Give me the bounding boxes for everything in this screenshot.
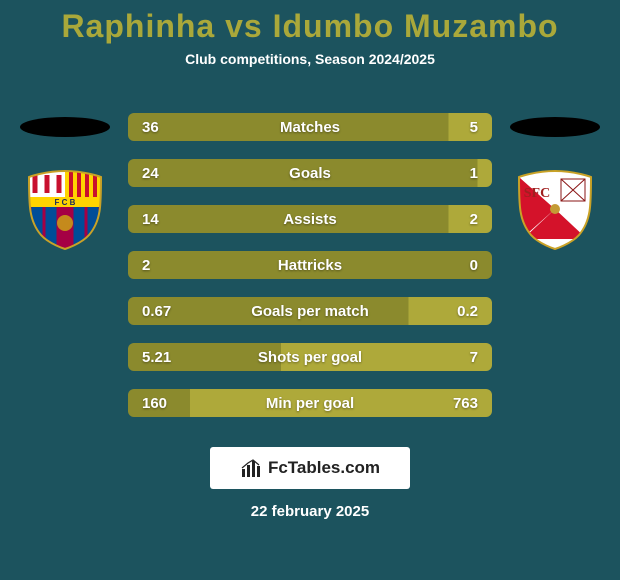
stat-left-value: 2 xyxy=(142,257,150,274)
comparison-title: Raphinha vs Idumbo Muzambo xyxy=(0,0,620,45)
stat-label: Assists xyxy=(128,211,492,228)
stat-row: 14Assists2 xyxy=(128,205,492,233)
sevilla-crest-icon: SFC xyxy=(513,167,597,251)
subtitle: Club competitions, Season 2024/2025 xyxy=(0,51,620,67)
left-side: F C B xyxy=(10,107,120,256)
stat-right-value: 0 xyxy=(470,257,478,274)
stat-right-value: 1 xyxy=(470,165,478,182)
bars-icon xyxy=(240,457,262,479)
stats-table: 36Matches524Goals114Assists22Hattricks00… xyxy=(120,113,500,417)
stat-row: 0.67Goals per match0.2 xyxy=(128,297,492,325)
stat-right-value: 763 xyxy=(453,395,478,412)
stat-left-value: 14 xyxy=(142,211,159,228)
right-side: SFC xyxy=(500,107,610,256)
player2-photo-shadow xyxy=(510,117,600,137)
badge-text: FcTables.com xyxy=(268,458,380,478)
stat-label: Goals xyxy=(128,165,492,182)
stat-row: 24Goals1 xyxy=(128,159,492,187)
player2-name: Idumbo Muzambo xyxy=(273,8,559,44)
stat-row: 160Min per goal763 xyxy=(128,389,492,417)
stat-left-value: 36 xyxy=(142,119,159,136)
stat-label: Shots per goal xyxy=(128,349,492,366)
stat-row: 2Hattricks0 xyxy=(128,251,492,279)
stat-label: Min per goal xyxy=(128,395,492,412)
fctables-badge: FcTables.com xyxy=(210,447,410,489)
stat-label: Matches xyxy=(128,119,492,136)
barcelona-crest-icon: F C B xyxy=(23,167,107,251)
player1-name: Raphinha xyxy=(61,8,215,44)
date-text: 22 february 2025 xyxy=(0,503,620,520)
stat-right-value: 7 xyxy=(470,349,478,366)
player2-club-crest: SFC xyxy=(513,167,597,256)
stat-row: 5.21Shots per goal7 xyxy=(128,343,492,371)
stat-right-value: 0.2 xyxy=(457,303,478,320)
player1-photo-shadow xyxy=(20,117,110,137)
stat-label: Goals per match xyxy=(128,303,492,320)
stat-left-value: 24 xyxy=(142,165,159,182)
svg-text:F C B: F C B xyxy=(55,198,76,207)
stat-label: Hattricks xyxy=(128,257,492,274)
stat-left-value: 160 xyxy=(142,395,167,412)
stat-left-value: 5.21 xyxy=(142,349,171,366)
stat-right-value: 5 xyxy=(470,119,478,136)
content: F C B 36Matches524Goals114Assists22Hattr… xyxy=(0,107,620,417)
player1-club-crest: F C B xyxy=(23,167,107,256)
vs-text: vs xyxy=(225,8,263,44)
stat-left-value: 0.67 xyxy=(142,303,171,320)
svg-text:SFC: SFC xyxy=(524,186,550,201)
stat-row: 36Matches5 xyxy=(128,113,492,141)
stat-right-value: 2 xyxy=(470,211,478,228)
